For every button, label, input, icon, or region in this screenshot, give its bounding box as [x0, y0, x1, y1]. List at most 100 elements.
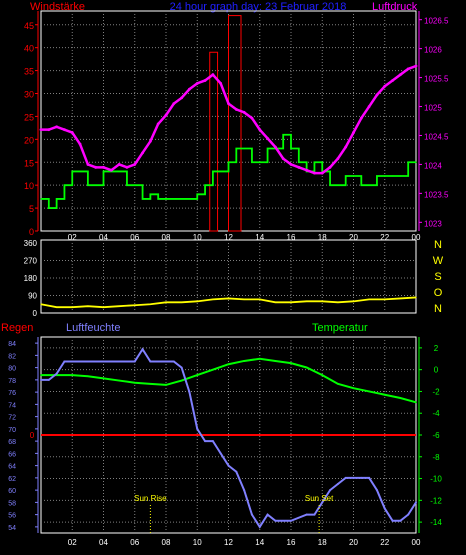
graph-title: 24 hour graph day: 23 Februar 2018 [170, 1, 347, 13]
tick-label: 78 [8, 378, 16, 385]
humidity-point [141, 348, 144, 351]
pressure-point [219, 81, 223, 85]
plot-area [40, 296, 417, 309]
tick-label: 40 [24, 44, 34, 54]
tick-label: 14 [255, 233, 264, 242]
humidity-point [118, 360, 121, 363]
humidity-point [211, 440, 214, 443]
temperature-point [87, 375, 89, 378]
pressure-point [383, 84, 387, 88]
humidity-point [157, 360, 160, 363]
tick-label: 180 [24, 274, 38, 283]
pressure-point [203, 79, 207, 82]
tick-label: 1026 [424, 46, 442, 55]
temperature-point [321, 374, 324, 376]
pressure-point [359, 116, 363, 120]
humidity-point [313, 513, 316, 516]
tick-label: 45 [24, 21, 34, 31]
wind-point [415, 161, 417, 163]
humidity-point [415, 501, 417, 504]
temperature-point [415, 401, 417, 404]
wind-point [298, 161, 300, 163]
pressure-point [55, 125, 59, 129]
wind-point [63, 184, 66, 186]
tick-label: 12 [224, 233, 233, 242]
pressure-point [78, 142, 82, 146]
pressure-point [188, 87, 191, 91]
direction-point [71, 306, 73, 308]
tick-label: 84 [8, 341, 16, 348]
tick-label: 70 [8, 427, 16, 434]
compass-label: O [434, 287, 443, 299]
pressure-point [117, 163, 121, 166]
pressure-point [195, 81, 199, 85]
temperature-point [180, 379, 183, 382]
wind-point [56, 198, 58, 200]
humidity-point [352, 476, 355, 479]
pressure-point [102, 165, 105, 169]
temperature-point [133, 381, 136, 384]
tick-label: 04 [99, 538, 108, 547]
humidity-point [86, 360, 89, 363]
temperature-point [383, 393, 386, 396]
wind-point [141, 198, 144, 200]
direction-point [118, 305, 120, 307]
humidity-point [55, 372, 58, 375]
tick-label: 1023.5 [424, 190, 449, 199]
tick-label: 1026.5 [424, 17, 449, 26]
humidity-point [305, 513, 308, 516]
wind-point [313, 161, 316, 163]
tick-label: 20 [24, 135, 34, 145]
humidity-point [172, 360, 175, 363]
humidity-point [290, 519, 292, 522]
pressure-point [141, 151, 144, 155]
wind-point [384, 175, 386, 177]
direction-point [181, 301, 183, 303]
humidity-point [399, 519, 402, 522]
wind-point [102, 170, 105, 173]
temperature-point [40, 374, 42, 376]
wind-point [212, 170, 214, 173]
pressure-point [375, 93, 379, 97]
compass-label: W [433, 255, 444, 267]
tick-label: 82 [8, 353, 16, 360]
temperature-point [118, 379, 120, 382]
rain-axis-label: 0 [30, 431, 35, 440]
wind-point [227, 161, 230, 163]
tick-label: 16 [287, 233, 296, 242]
wind-point [282, 134, 284, 136]
direction-point [40, 303, 42, 305]
tick-label: 16 [287, 538, 296, 547]
humidity-point [204, 440, 207, 443]
wind-point [266, 147, 269, 150]
wind-point [196, 193, 198, 195]
pressure-point [211, 73, 215, 77]
wind-point [360, 184, 362, 186]
temperature-point [305, 366, 308, 369]
tick-label: 1024.5 [424, 132, 449, 141]
tick-label: 90 [28, 292, 37, 301]
wind-point [352, 175, 355, 177]
pressure-point [297, 165, 301, 169]
tick-label: 5 [29, 204, 34, 214]
humidity-axis: 54 56 58 60 62 64 66 68 70 72 74 76 78 80 82 84 0 [8, 337, 39, 533]
humidity-point [250, 513, 253, 516]
wind-point [391, 175, 394, 177]
wind-point [40, 198, 42, 200]
tick-label: 1025 [424, 104, 442, 113]
tick-label: -14 [430, 518, 442, 527]
wind-point [173, 198, 175, 200]
direction-point [212, 298, 214, 300]
humidity-point [336, 483, 339, 485]
humidity-point [274, 519, 277, 522]
temperature-point [258, 357, 261, 360]
wind-point [329, 184, 331, 186]
tick-label: -6 [432, 431, 440, 440]
tick-label: -12 [430, 496, 442, 505]
humidity-point [360, 476, 363, 479]
tick-label: 66 [8, 451, 16, 458]
temperature-point [212, 368, 214, 371]
wind-point [87, 184, 89, 186]
tick-label: 04 [99, 233, 108, 242]
